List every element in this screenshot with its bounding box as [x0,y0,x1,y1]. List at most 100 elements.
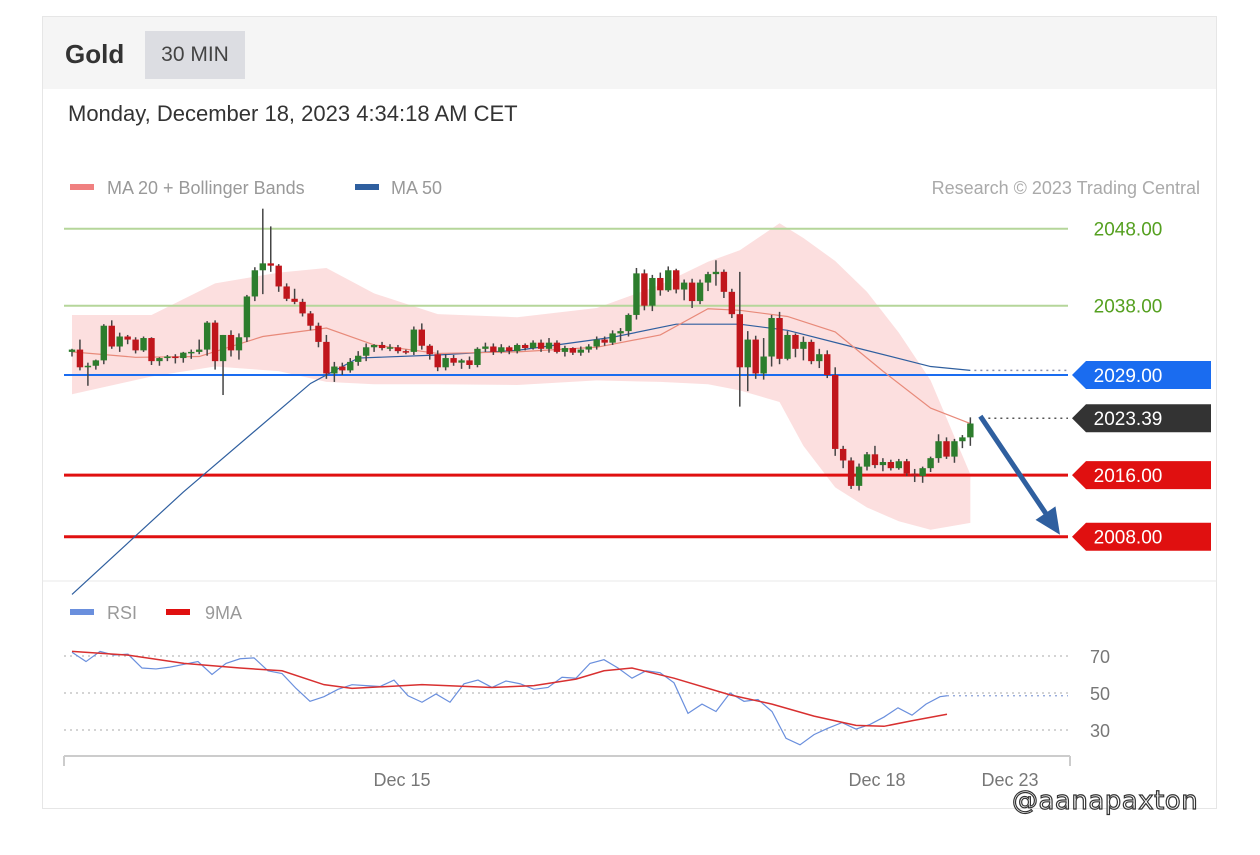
candle-bullish [696,282,704,302]
candle-bullish [760,356,767,374]
legend-label-ma20: MA 20 + Bollinger Bands [107,178,305,198]
candle-bullish [919,468,926,476]
candle-bearish [903,461,910,474]
chart-header: Gold 30 MIN [43,17,1216,89]
candle-bearish [720,271,728,292]
forecast-arrow-head [1035,506,1060,535]
candle-bearish [323,341,330,374]
candle-bearish [736,314,743,368]
candle-bearish [832,375,839,449]
candle-bearish [506,347,513,352]
candle-bullish [529,342,537,349]
candle-bearish [887,462,895,469]
candle-bullish [863,454,871,467]
candle-bullish [164,356,171,359]
candle-bullish [498,347,505,352]
candle-bearish [267,263,274,266]
candle-bearish [943,441,950,457]
candle-bearish [824,354,831,375]
candle-bullish [140,338,147,351]
candle-bearish [132,339,139,351]
candle-bullish [585,346,592,350]
candle-bullish [561,348,569,352]
candle-bullish [259,263,266,271]
candle-bearish [291,298,298,302]
candle-bullish [482,346,489,349]
candle-bullish [665,270,672,291]
candle-bullish [895,461,902,469]
candle-bearish [657,277,664,291]
candle-bullish [768,318,775,357]
rsi-tick-label: 70 [1090,647,1110,667]
candle-bullish [474,348,481,365]
legend-swatch-9ma [166,609,190,615]
candle-bullish [180,352,187,359]
candle-bearish [808,341,815,362]
candle-bullish [196,349,203,352]
candle-bearish [569,348,577,353]
candle-bearish [227,334,235,351]
candle-bullish [855,466,863,486]
rsi-line [71,650,948,746]
candle-bearish [148,338,155,362]
candle-bearish [426,345,433,355]
research-credit: Research © 2023 Trading Central [932,178,1200,198]
candle-bearish [394,347,402,352]
forecast-arrow-shaft [978,414,1051,519]
level-label: 2038.00 [1094,297,1163,318]
candle-bearish [871,454,879,466]
candle-bearish [601,339,608,343]
candle-bullish [784,334,791,359]
candle-bullish [951,441,958,457]
candle-bullish [355,355,362,362]
timeframe-button[interactable]: 30 MIN [145,31,245,79]
candle-bearish [275,265,282,287]
price-tag-label: 2029.00 [1094,366,1163,387]
price-tag [1072,404,1211,433]
price-tag-label: 2023.39 [1094,409,1163,430]
candle-bearish [490,346,497,352]
candle-bullish [386,347,394,349]
watermark: @aanapaxton [1011,785,1199,816]
candle-bearish [378,344,386,349]
candle-bullish [219,334,227,362]
candle-bullish [649,277,656,306]
candle-bullish [800,341,807,349]
x-tick-label: Dec 23 [981,770,1038,790]
candle-bullish [370,344,378,348]
candle-bearish [76,349,84,368]
candle-bullish [935,441,942,459]
candle-bullish [243,296,251,338]
candle-bullish [959,437,966,442]
candle-bullish [633,273,640,315]
candle-bullish [92,360,100,366]
candle-bullish [156,358,163,362]
candle-bearish [124,336,131,340]
candle-bullish [68,349,76,352]
candle-bullish [347,361,354,371]
candle-bearish [450,358,457,363]
timestamp: Monday, December 18, 2023 4:34:18 AM CET [68,101,518,126]
candle-bullish [116,336,123,347]
candle-bearish [688,282,696,302]
candle-bearish [776,318,783,359]
price-tag-label: 2008.00 [1094,528,1163,549]
candle-bearish [752,339,759,374]
instrument-title: Gold [65,39,125,69]
candle-bearish [211,322,219,362]
candle-bullish [967,423,974,438]
candle-bullish [879,462,887,466]
legend-swatch-ma50 [355,184,379,190]
candle-bullish [251,270,259,297]
candle-bullish [331,366,338,374]
candle-bearish [307,313,314,326]
legend-label-9ma: 9MA [205,603,242,623]
candle-bullish [545,342,553,349]
candle-bearish [521,344,529,349]
candle-bullish [235,337,243,351]
candle-bullish [712,271,720,275]
rsi-tick-label: 30 [1090,721,1110,741]
candle-bullish [927,458,934,469]
candle-bearish [553,342,561,352]
candle-bearish [847,460,855,486]
